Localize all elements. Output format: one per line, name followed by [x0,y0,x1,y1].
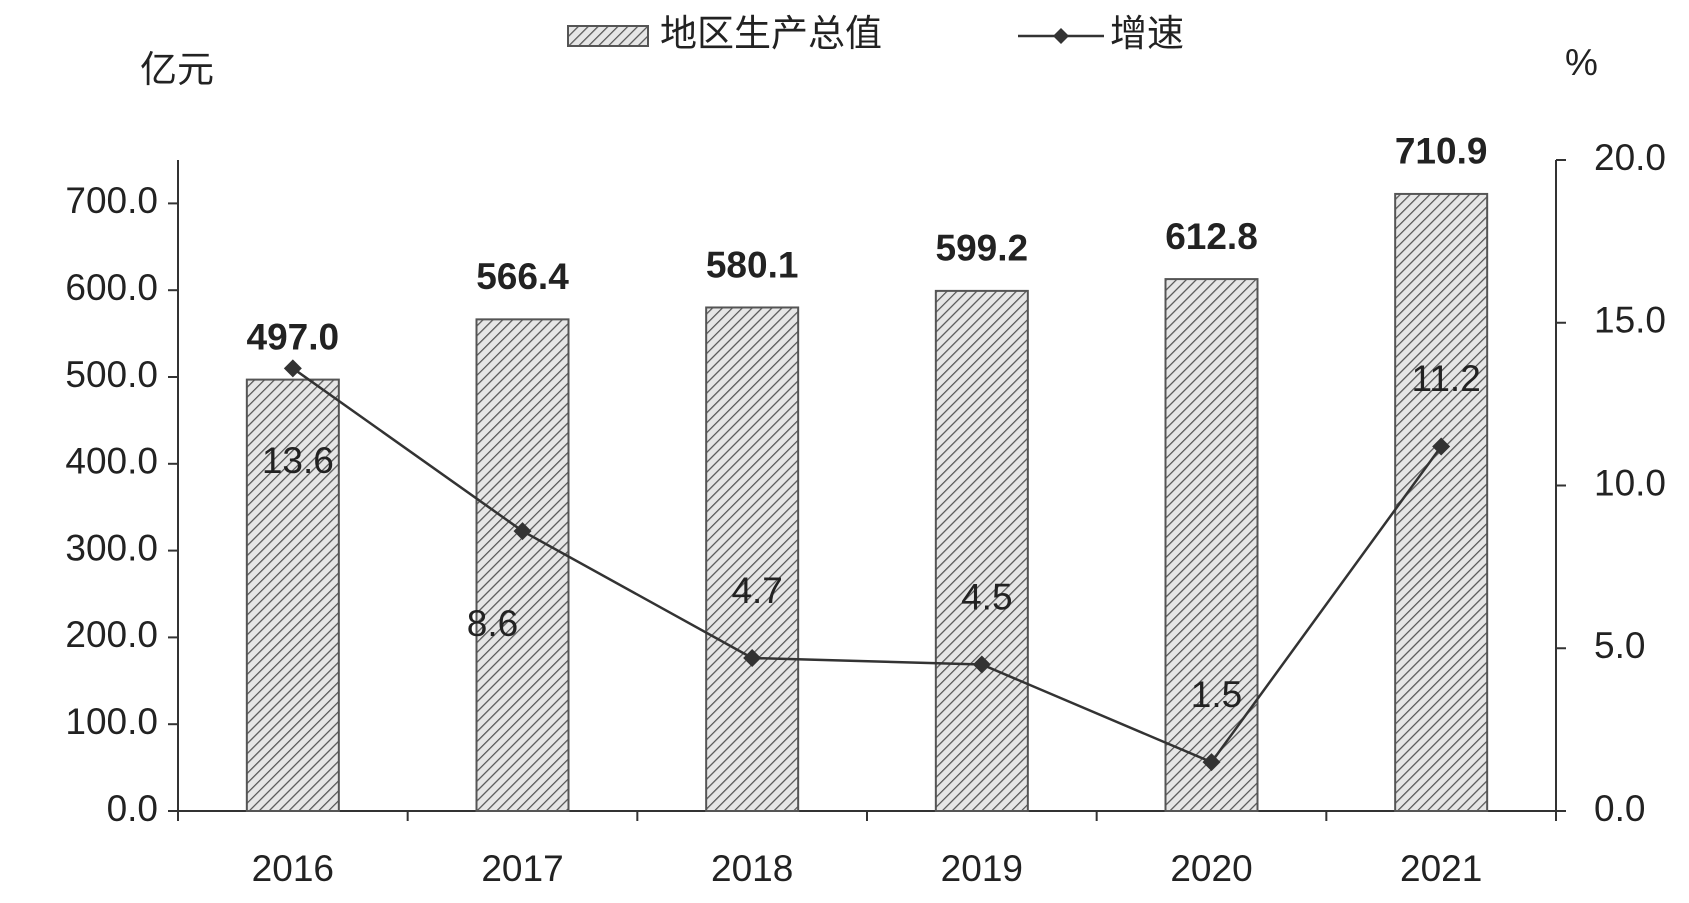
y-tick-label: 200.0 [65,614,158,655]
bar-value-label: 599.2 [936,228,1029,269]
y-tick-label: 0.0 [107,788,158,829]
y2-tick-label: 5.0 [1594,625,1645,666]
bar-value-label: 710.9 [1395,131,1488,172]
line-value-label: 1.5 [1191,674,1242,715]
bar [705,306,800,812]
y-tick-label: 100.0 [65,701,158,742]
x-tick-label: 2018 [711,848,793,889]
x-tick-label: 2017 [481,848,563,889]
legend-label: 增速 [1110,13,1184,54]
line-value-label: 4.5 [961,576,1012,617]
line-marker [972,655,991,674]
line-value-label: 8.6 [467,603,518,644]
line-marker [1432,437,1451,456]
x-tick-label: 2019 [941,848,1023,889]
line [292,367,1443,764]
x-tick-label: 2020 [1170,848,1252,889]
line-value-label: 4.7 [731,570,782,611]
bar [245,378,340,812]
y2-tick-label: 0.0 [1594,788,1645,829]
bar-value-label: 497.0 [247,316,340,357]
y-tick-label: 400.0 [65,441,158,482]
y-tick-label: 700.0 [65,180,158,221]
bar-value-label: 566.4 [476,256,569,297]
bar-value-label: 612.8 [1165,216,1258,257]
y-tick-label: 300.0 [65,527,158,568]
y2-tick-label: 20.0 [1594,137,1666,178]
y2-axis-title: % [1565,42,1598,83]
line-value-label: 11.2 [1412,358,1481,399]
y2-tick-label: 15.0 [1594,300,1666,341]
line-marker [513,522,532,541]
y-axis-title: 亿元 [140,49,214,90]
line-marker [1202,753,1221,772]
line-marker [283,359,302,378]
legend-swatch [1053,28,1069,44]
y-tick-label: 600.0 [65,267,158,308]
y-tick-label: 500.0 [65,354,158,395]
bar [934,289,1029,812]
x-tick-label: 2016 [252,848,334,889]
y2-tick-label: 10.0 [1594,462,1666,503]
legend-label: 地区生产总值 [660,13,882,54]
legend-swatch [567,25,649,47]
bar [475,318,570,812]
line-marker [743,649,762,668]
bar [1164,278,1259,812]
line-value-label: 13.6 [262,440,334,481]
bar [1394,192,1489,813]
x-tick-label: 2021 [1400,848,1482,889]
bar-value-label: 580.1 [706,244,799,285]
